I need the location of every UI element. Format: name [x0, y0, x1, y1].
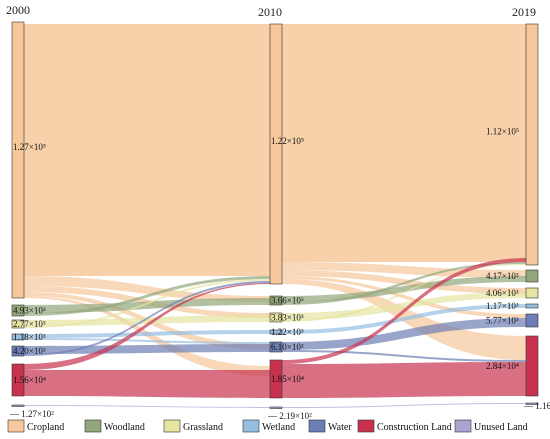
node-label-construction-2000: 1.56×10⁴ — [13, 375, 46, 385]
flow-cropland-2010-to-cropland-2019 — [282, 24, 526, 262]
flow-grassland-2010-to-grassland-2019 — [282, 292, 526, 320]
node-unused-2010 — [269, 406, 283, 409]
node-label-cropland-2000: 1.27×10⁵ — [13, 142, 46, 152]
node-water-2019 — [525, 313, 539, 328]
flow-cropland-2010-to-woodland-2019 — [282, 262, 526, 278]
flow-woodland-2010-to-cropland-2019 — [282, 262, 526, 305]
node-label-woodland-2019: 4.17×10³ — [486, 271, 519, 281]
node-label-unused-2000: — 1.27×10² — [9, 409, 54, 419]
node-label-woodland-2000: 4.93×10³ — [13, 306, 46, 316]
flow-woodland-2010-to-woodland-2019 — [282, 276, 526, 302]
flow-water-2000-to-cropland-2010 — [24, 281, 270, 356]
legend-label-cropland: Cropland — [27, 422, 64, 433]
legend-swatch-wetland — [242, 419, 260, 433]
legend-label-woodland: Woodland — [104, 422, 145, 433]
flow-construction-2000-to-construction-2010 — [24, 370, 270, 398]
node-label-grassland-2000: 2.77×10³ — [13, 319, 46, 329]
year-2010-label: 2010 — [258, 5, 282, 19]
legend-label-water: Water — [328, 422, 352, 433]
flow-cropland-2010-to-water-2019 — [282, 276, 526, 318]
flow-wetland-2000-to-wetland-2010 — [24, 330, 270, 338]
node-water-2010 — [269, 341, 283, 353]
flow-wetland-2010-to-wetland-2019 — [282, 304, 526, 334]
flow-wetland-2000-to-water-2010 — [24, 338, 270, 344]
node-cropland-2010 — [269, 23, 283, 285]
legend-swatch-water — [308, 419, 326, 433]
flow-unused-2010-to-unused-2019 — [282, 403, 526, 408]
flow-construction-2010-to-cropland-2019 — [282, 258, 526, 364]
node-grassland-2019 — [525, 287, 539, 299]
node-label-water-2000: 4.20×10³ — [13, 346, 46, 356]
year-2019-label: 2019 — [512, 5, 536, 19]
node-label-wetland-2000: 1.18×10³ — [13, 332, 46, 342]
node-label-cropland-2019: 1.12×10⁵ — [486, 127, 519, 137]
flow-water-2010-to-water-2019 — [282, 318, 526, 350]
node-label-grassland-2010: 3.83×10³ — [271, 313, 304, 323]
node-grassland-2010 — [269, 312, 283, 323]
year-2000-label: 2000 — [6, 3, 30, 17]
node-grassland-2000 — [11, 319, 25, 329]
node-label-water-2019: 5.77×10³ — [486, 316, 519, 326]
flow-cropland-2000-to-woodland-2010 — [24, 276, 270, 302]
node-wetland-2010 — [269, 329, 283, 335]
flow-links — [24, 24, 526, 408]
node-construction-2010 — [269, 359, 283, 399]
flow-grassland-2010-to-cropland-2019 — [282, 264, 526, 322]
node-unused-2019 — [525, 402, 539, 405]
legend-label-grassland: Grassland — [183, 422, 223, 433]
node-label-woodland-2010: 3.66×10³ — [271, 296, 304, 306]
node-label-unused-2019: — 1.16×10² — [523, 401, 550, 411]
flow-construction-2010-to-construction-2019 — [282, 362, 526, 398]
node-construction-2000 — [11, 363, 25, 397]
node-label-cropland-2010: 1.22×10⁵ — [271, 136, 304, 146]
legend-swatch-cropland — [7, 419, 25, 433]
node-woodland-2019 — [525, 269, 539, 283]
node-unused-2000 — [11, 404, 25, 407]
node-label-wetland-2010: 1.22×10³ — [271, 327, 304, 337]
node-label-grassland-2019: 4.06×10³ — [486, 288, 519, 298]
legend-label-construction: Construction Land — [377, 422, 452, 433]
year-nodes: 1.27×10⁵ 4.93×10³ 2.77×10³ 1.18×10³ 4.20×10³… — [9, 21, 550, 421]
node-wetland-2000 — [11, 333, 25, 341]
flow-woodland-2000-to-cropland-2010 — [24, 276, 270, 316]
node-water-2000 — [11, 345, 25, 357]
legend: Cropland Woodland Grassland Wetland Water Con… — [7, 419, 528, 433]
flow-construction-2000-to-cropland-2010 — [24, 283, 270, 370]
legend-label-wetland: Wetland — [262, 422, 295, 433]
legend-swatch-woodland — [84, 419, 102, 433]
node-cropland-2000 — [11, 21, 25, 299]
node-label-construction-2019: 2.84×10⁴ — [486, 361, 519, 371]
legend-swatch-grassland — [163, 419, 181, 433]
node-woodland-2000 — [11, 304, 25, 317]
legend-swatch-unused — [454, 419, 472, 433]
node-cropland-2019 — [525, 23, 539, 266]
legend-swatch-construction — [357, 419, 375, 433]
flow-cropland-2000-to-cropland-2010 — [24, 24, 270, 276]
node-label-water-2010: 6.10×10³ — [271, 342, 304, 352]
node-wetland-2019 — [525, 303, 539, 309]
flow-grassland-2000-to-grassland-2010 — [24, 315, 270, 326]
node-label-wetland-2019: 1.17×10³ — [486, 301, 519, 311]
node-label-unused-2010: — 2.19×10² — [267, 411, 312, 421]
flow-unused-2000-to-unused-2010 — [24, 405, 270, 408]
node-woodland-2010 — [269, 295, 283, 306]
node-label-construction-2010: 1.85×10⁴ — [271, 374, 304, 384]
legend-label-unused: Unused Land — [474, 422, 528, 433]
flow-grassland-2000-to-cropland-2010 — [24, 279, 270, 328]
node-construction-2019 — [525, 335, 539, 397]
